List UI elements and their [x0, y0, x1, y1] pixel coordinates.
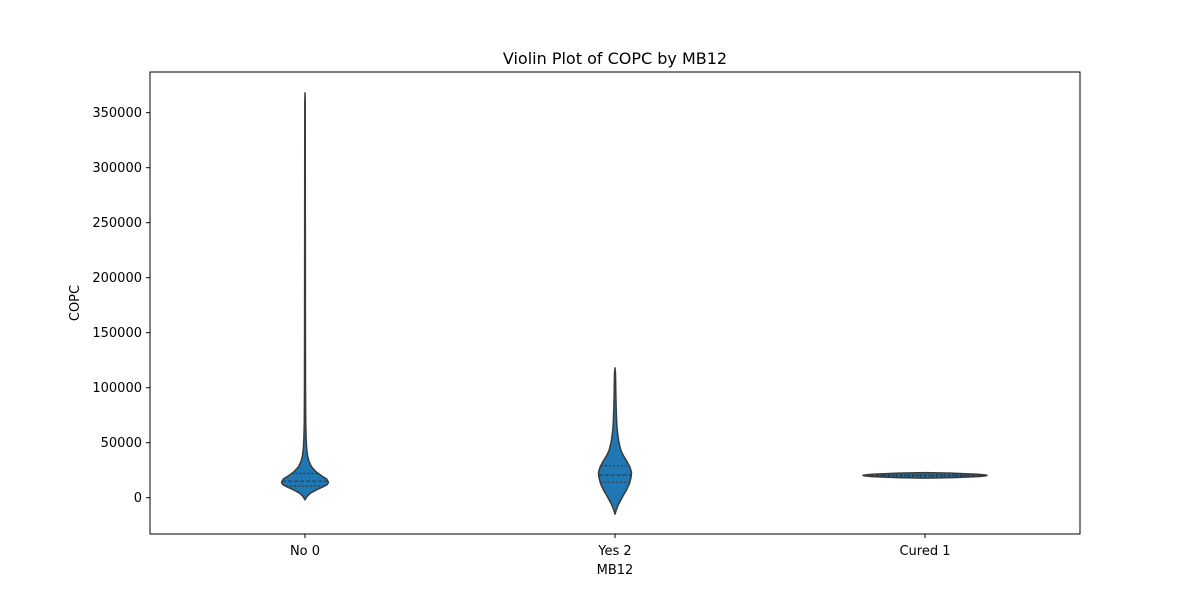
chart-title: Violin Plot of COPC by MB12 — [503, 49, 727, 68]
y-tick-label: 300000 — [92, 161, 142, 176]
y-tick-label: 250000 — [92, 216, 142, 231]
x-tick-label: No 0 — [290, 544, 320, 559]
y-tick-label: 350000 — [92, 106, 142, 121]
plot-area: 0 50000 100000 150000 200000 250000 300000 3500… — [92, 71, 1081, 559]
x-tick-label: Cured 1 — [899, 544, 950, 559]
x-tick-label: Yes 2 — [597, 544, 631, 559]
violin-no-0 — [280, 92, 330, 501]
y-tick-label: 50000 — [101, 436, 142, 451]
x-axis-label: MB12 — [597, 563, 634, 578]
y-tick-label: 0 — [134, 491, 142, 506]
y-tick-label: 150000 — [92, 326, 142, 341]
violin-yes-2 — [597, 367, 633, 515]
y-tick-label: 200000 — [92, 271, 142, 286]
y-axis-label: COPC — [68, 285, 83, 321]
y-tick-label: 100000 — [92, 381, 142, 396]
